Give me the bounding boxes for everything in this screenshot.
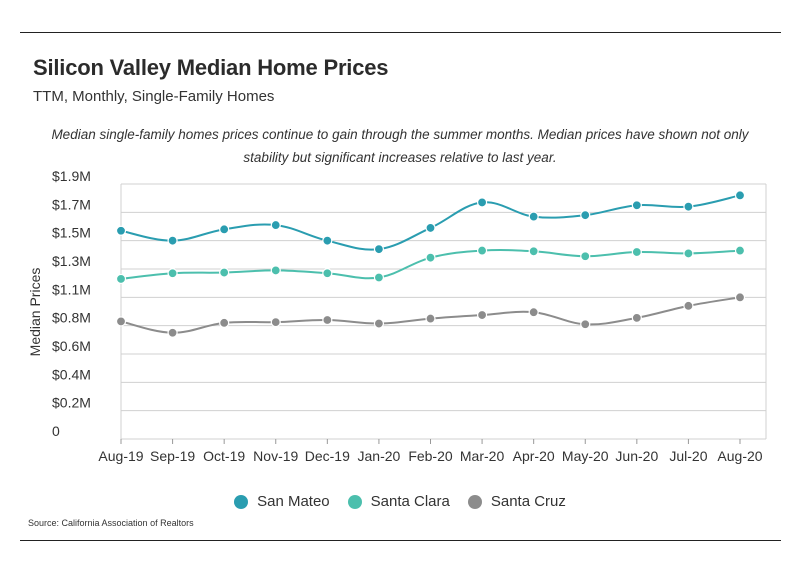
legend-label: San Mateo: [257, 493, 330, 510]
data-point-santa-clara: [580, 251, 591, 262]
data-point-santa-clara: [115, 273, 127, 285]
x-tick-label: Feb-20: [408, 448, 453, 464]
data-point-santa-clara: [734, 245, 746, 256]
legend: San Mateo Santa Clara Santa Cruz: [0, 493, 800, 510]
data-point-san-mateo: [580, 210, 591, 221]
legend-item: Santa Clara: [347, 493, 450, 510]
data-point-san-mateo: [734, 190, 746, 201]
data-point-san-mateo: [476, 197, 488, 208]
series-points: [115, 190, 746, 338]
y-tick-label: 0: [52, 423, 60, 439]
data-point-santa-clara: [270, 265, 281, 276]
x-tick-label: Aug-20: [717, 448, 762, 464]
data-point-santa-clara: [167, 268, 178, 279]
data-point-san-mateo: [528, 211, 539, 222]
data-point-san-mateo: [373, 244, 385, 255]
data-point-santa-cruz: [373, 318, 385, 329]
y-tick-label: $1.9M: [52, 168, 91, 184]
y-tick-label: $0.2M: [52, 395, 91, 411]
legend-swatch: [234, 494, 249, 509]
data-point-san-mateo: [425, 222, 436, 234]
legend-swatch: [347, 494, 362, 509]
grid-lines: [120, 183, 767, 440]
y-tick-label: $0.6M: [52, 338, 91, 354]
data-point-santa-clara: [425, 252, 436, 263]
data-point-san-mateo: [322, 235, 333, 246]
data-point-santa-clara: [631, 246, 642, 258]
y-tick-label: $1.7M: [52, 196, 91, 212]
y-tick-label: $0.8M: [52, 310, 91, 326]
y-tick-label: $1.1M: [52, 281, 91, 297]
y-tick-label: $1.5M: [52, 225, 91, 241]
legend-label: Santa Cruz: [490, 493, 566, 510]
data-point-santa-clara: [528, 246, 539, 257]
data-point-san-mateo: [683, 201, 694, 212]
x-tick-label: May-20: [562, 448, 609, 464]
chart-subtitle: TTM, Monthly, Single-Family Homes: [33, 88, 275, 105]
data-point-santa-clara: [322, 268, 333, 279]
legend-item: Santa Cruz: [467, 493, 566, 510]
chart-title: Silicon Valley Median Home Prices: [33, 55, 389, 80]
data-point-santa-cruz: [580, 319, 591, 330]
source-note: Source: California Association of Realto…: [28, 518, 194, 528]
data-point-santa-cruz: [167, 327, 178, 338]
x-tick-label: Aug-19: [98, 448, 143, 464]
data-point-san-mateo: [270, 219, 281, 231]
data-point-santa-cruz: [683, 300, 694, 311]
x-tick-labels: Aug-19 Sep-19 Oct-19 Nov-19 Dec-19 Jan-20 Feb-…: [98, 439, 763, 464]
data-point-san-mateo: [167, 235, 178, 246]
x-tick-label: Jul-20: [669, 448, 707, 464]
x-tick-label: Sep-19: [150, 448, 195, 464]
legend-swatch: [467, 494, 482, 509]
data-point-santa-cruz: [734, 292, 746, 303]
y-tick-labels: 0 $0.2M $0.4M $0.6M $0.8M $1.1M $1.3M $1.5M $1.7…: [52, 168, 91, 439]
x-tick-label: Oct-19: [203, 448, 245, 464]
legend-item: San Mateo: [234, 493, 330, 510]
data-point-santa-cruz: [115, 316, 127, 327]
data-point-santa-clara: [683, 248, 694, 259]
data-point-santa-cruz: [476, 309, 488, 321]
legend-label: Santa Clara: [370, 493, 450, 510]
data-point-santa-clara: [476, 245, 488, 256]
x-tick-label: Dec-19: [305, 448, 350, 464]
chart-annotation: Median single-family homes prices contin…: [51, 127, 749, 165]
data-point-santa-clara: [373, 272, 385, 283]
series-line-san-mateo: [120, 194, 741, 251]
data-point-santa-cruz: [219, 317, 230, 328]
line-chart: 0 $0.2M $0.4M $0.6M $0.8M $1.1M $1.3M $1.5M $1.7…: [27, 168, 767, 464]
data-point-santa-cruz: [425, 313, 436, 324]
data-point-san-mateo: [631, 200, 642, 211]
data-point-santa-cruz: [528, 307, 539, 318]
y-tick-label: $0.4M: [52, 366, 91, 382]
data-point-santa-cruz: [270, 317, 281, 328]
bottom-rule: [20, 540, 781, 541]
x-tick-label: Mar-20: [460, 448, 505, 464]
data-point-santa-cruz: [322, 314, 333, 326]
data-point-santa-clara: [219, 267, 230, 278]
data-point-santa-cruz: [631, 312, 642, 323]
y-tick-label: $1.3M: [52, 253, 91, 269]
x-tick-label: Nov-19: [253, 448, 298, 464]
x-tick-label: Jan-20: [358, 448, 401, 464]
y-axis-title: Median Prices: [27, 268, 43, 357]
data-point-san-mateo: [115, 225, 127, 236]
x-tick-label: Apr-20: [513, 448, 555, 464]
top-rule: [20, 32, 781, 33]
x-tick-label: Jun-20: [615, 448, 658, 464]
series-lines: [120, 194, 741, 334]
data-point-san-mateo: [219, 224, 230, 235]
